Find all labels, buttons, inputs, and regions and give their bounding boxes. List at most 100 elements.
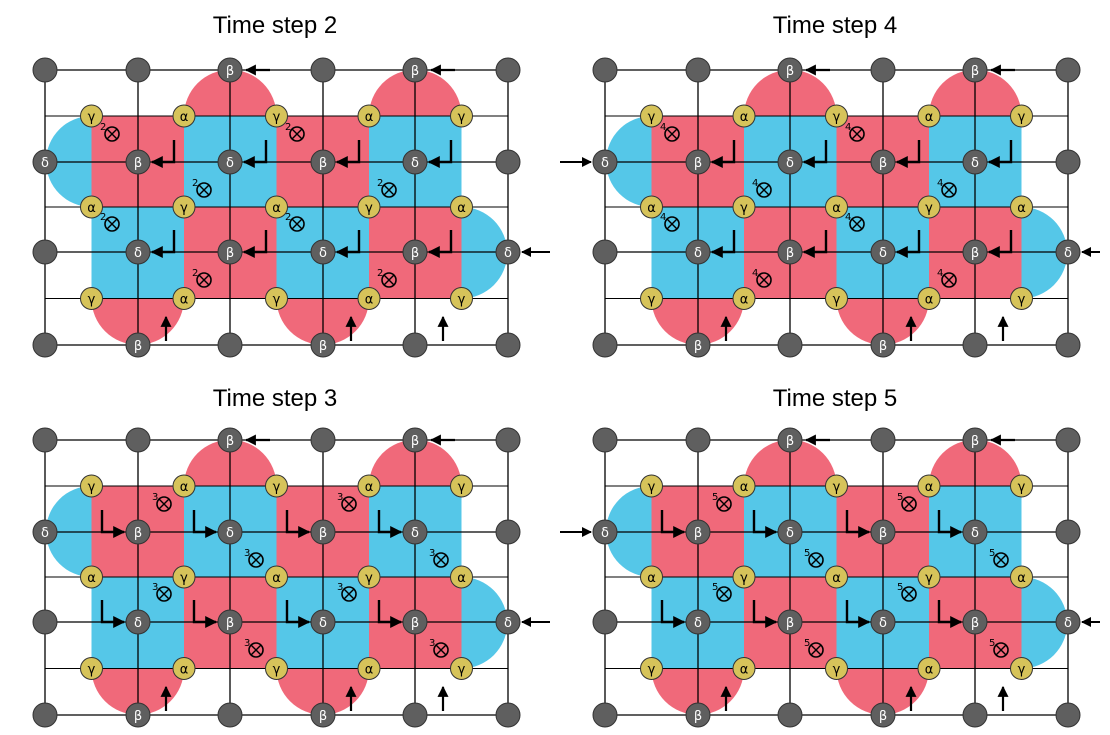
- data-qubit: [495, 609, 521, 635]
- qubit-label-delta: δ: [786, 526, 794, 541]
- data-qubit: [310, 519, 336, 545]
- measurement-icon-cross: [810, 554, 822, 566]
- measurement-icon: [849, 216, 865, 232]
- ancilla-label: α: [1017, 201, 1026, 216]
- cnot-arrow: [802, 140, 828, 168]
- data-qubit: [592, 427, 618, 453]
- cnot-arrow: [192, 510, 218, 538]
- measurement-count: 4: [845, 122, 851, 133]
- ancilla-label: γ: [925, 571, 933, 586]
- qubit-label-delta: δ: [879, 246, 887, 261]
- data-qubit: [217, 149, 243, 175]
- ancilla-label: α: [180, 480, 189, 495]
- ancilla-label: α: [740, 293, 749, 308]
- measurement-icon-cross: [758, 274, 770, 286]
- measurement-icon: [808, 642, 824, 658]
- data-qubit: [592, 149, 618, 175]
- qubit-label-beta: β: [134, 339, 142, 354]
- ancilla-label: γ: [648, 110, 656, 125]
- qubit-label-delta: δ: [411, 156, 419, 171]
- ancilla-label: γ: [273, 110, 281, 125]
- ancilla-qubit-alpha: [732, 657, 756, 680]
- measurement-icon-cross: [718, 588, 730, 600]
- ancilla-label: α: [925, 293, 934, 308]
- measurement-icon-cross: [291, 218, 303, 230]
- cnot-arrow: [242, 230, 268, 258]
- ancilla-label: γ: [925, 201, 933, 216]
- cnot-arrow: [937, 600, 963, 628]
- data-qubit: [777, 609, 803, 635]
- cnot-arrow: [710, 140, 736, 168]
- surface-code-diagram-step-4: γ α γ α γ α γ α γ α γ α γ α γ β δ β δ δ β δ β β β β β δ δ 4 4 4 4 4 4 4 4: [560, 57, 1100, 358]
- cnot-arrow: [427, 230, 453, 258]
- measurement-icon: [901, 496, 917, 512]
- measurement-icon: [849, 126, 865, 142]
- data-qubit: [32, 519, 58, 545]
- measurement-icon-cross: [250, 644, 262, 656]
- data-qubit: [32, 332, 58, 358]
- qubit-label-beta: β: [786, 616, 794, 631]
- ancilla-qubit-gamma: [640, 104, 663, 128]
- data-qubit: [592, 519, 618, 545]
- data-qubit: [592, 609, 618, 635]
- data-qubit: [125, 332, 151, 358]
- data-qubit: [402, 57, 428, 83]
- measurement-count: 5: [712, 492, 718, 503]
- ancilla-label: α: [365, 480, 374, 495]
- ancilla-qubit-alpha: [357, 474, 381, 498]
- qubit-label-beta: β: [319, 709, 327, 724]
- measurement-icon: [901, 586, 917, 602]
- ancilla-label: α: [180, 663, 189, 678]
- measurement-count: 2: [192, 268, 198, 279]
- ancilla-label: α: [457, 201, 466, 216]
- measurement-icon-cross: [383, 274, 395, 286]
- boundary-z-plaquette: [1021, 207, 1068, 299]
- ancilla-qubit-gamma: [80, 474, 103, 498]
- measurement-count: 5: [989, 548, 995, 559]
- measurement-icon: [756, 272, 772, 288]
- cnot-arrow: [987, 230, 1013, 258]
- qubit-label-delta: δ: [134, 246, 142, 261]
- qubit-label-delta: δ: [971, 156, 979, 171]
- measurement-count: 4: [660, 212, 666, 223]
- data-qubit: [310, 239, 336, 265]
- measurement-count: 3: [244, 638, 250, 649]
- measurement-icon: [716, 586, 732, 602]
- qubit-label-beta: β: [226, 434, 234, 449]
- measurement-count: 2: [100, 212, 106, 223]
- qubit-label-delta: δ: [411, 526, 419, 541]
- ancilla-label: γ: [833, 293, 841, 308]
- ancilla-qubit-gamma: [80, 657, 103, 680]
- measurement-icon: [341, 586, 357, 602]
- data-qubit: [685, 519, 711, 545]
- measurement-icon: [993, 642, 1009, 658]
- ancilla-label: γ: [833, 663, 841, 678]
- data-qubit: [1055, 149, 1081, 175]
- cnot-arrow: [150, 230, 176, 258]
- cnot-arrow: [752, 510, 778, 538]
- data-qubit: [777, 57, 803, 83]
- qubit-label-beta: β: [971, 64, 979, 79]
- ancilla-label: α: [740, 480, 749, 495]
- data-qubit: [217, 427, 243, 453]
- measurement-icon-cross: [198, 274, 210, 286]
- ancilla-label: α: [740, 663, 749, 678]
- data-qubit: [125, 702, 151, 728]
- data-qubit: [962, 427, 988, 453]
- data-qubit: [495, 427, 521, 453]
- qubit-label-beta: β: [319, 339, 327, 354]
- data-qubit: [870, 609, 896, 635]
- data-qubit: [870, 519, 896, 545]
- qubit-label-beta: β: [411, 616, 419, 631]
- measurement-icon: [289, 126, 305, 142]
- data-qubit: [1055, 332, 1081, 358]
- panel-title-step-2: Time step 2: [212, 12, 338, 39]
- measurement-icon: [156, 496, 172, 512]
- qubit-label-beta: β: [319, 526, 327, 541]
- measurement-count: 2: [192, 178, 198, 189]
- data-qubit: [217, 609, 243, 635]
- qubit-label-beta: β: [879, 156, 887, 171]
- ancilla-label: γ: [365, 201, 373, 216]
- measurement-count: 5: [989, 638, 995, 649]
